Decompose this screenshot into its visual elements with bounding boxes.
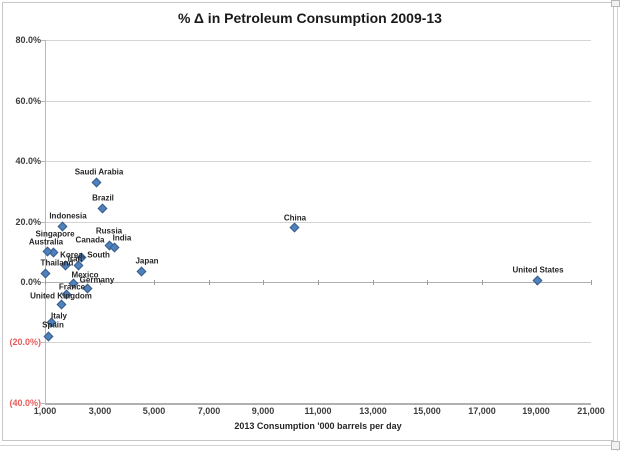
data-point-label: Korea, South: [60, 250, 110, 260]
scrollbar-corner-bottom: [611, 441, 620, 450]
data-point-label: India: [112, 233, 132, 243]
x-tick-label: 1,000: [33, 406, 57, 416]
x-tick-label: 3,000: [88, 406, 112, 416]
vertical-scrollbar-track[interactable]: [617, 0, 618, 451]
y-tick-label: (40.0%): [9, 398, 41, 408]
x-tick-mark: [591, 280, 592, 285]
y-tick-mark: [41, 282, 45, 283]
gridline-40: [45, 161, 591, 162]
data-point-label: Italy: [50, 311, 68, 321]
data-point-label: Japan: [135, 256, 159, 266]
y-tick-mark: [41, 403, 45, 404]
data-point-label: Singapore: [35, 229, 75, 239]
x-tick-mark: [45, 280, 46, 285]
x-axis-title: 2013 Consumption '000 barrels per day: [234, 421, 402, 431]
y-tick-mark: [41, 342, 45, 343]
data-point-label: Mexico: [71, 270, 99, 280]
x-tick-label: 11,000: [304, 406, 332, 416]
data-point-label: Australia: [28, 237, 64, 247]
y-tick-label: 40.0%: [15, 156, 41, 166]
gridline-20: [45, 222, 591, 223]
y-tick-mark: [41, 222, 45, 223]
data-point-label: Saudi Arabia: [74, 167, 124, 177]
x-tick-mark: [263, 280, 264, 285]
data-point-label: Brazil: [92, 193, 114, 203]
x-tick-label: 9,000: [251, 406, 275, 416]
x-tick-label: 5,000: [142, 406, 166, 416]
data-point-label: Indonesia: [49, 211, 87, 221]
x-tick-mark: [318, 280, 319, 285]
data-point-label: Spain: [42, 320, 64, 330]
gridline--40: [45, 403, 591, 405]
y-tick-mark: [41, 101, 45, 102]
x-tick-mark: [100, 280, 101, 285]
data-point-label: Canada: [75, 235, 105, 245]
y-tick-mark: [41, 40, 45, 41]
y-tick-label: 0.0%: [20, 277, 41, 287]
data-point-label: Thailand: [40, 258, 74, 268]
x-tick-label: 17,000: [468, 406, 496, 416]
chart-frame[interactable]: [2, 2, 614, 441]
y-tick-label: 20.0%: [15, 217, 41, 227]
y-tick-label: 60.0%: [15, 96, 41, 106]
gridline--20: [45, 342, 591, 343]
data-point-label: United States: [512, 265, 564, 275]
x-tick-label: 19,000: [522, 406, 550, 416]
scrollbar-corner-top: [611, 0, 620, 7]
x-tick-mark: [427, 280, 428, 285]
data-point-label: China: [283, 213, 307, 223]
x-tick-mark: [482, 280, 483, 285]
x-tick-mark: [154, 280, 155, 285]
x-tick-mark: [209, 280, 210, 285]
horizontal-scrollbar-track[interactable]: [0, 445, 620, 446]
y-tick-mark: [41, 161, 45, 162]
gridline-60: [45, 101, 591, 102]
x-tick-label: 15,000: [413, 406, 441, 416]
y-axis-line: [45, 40, 46, 404]
x-tick-mark: [373, 280, 374, 285]
data-point-label: United Kingdom: [30, 291, 92, 301]
data-point-label: Iran: [67, 254, 83, 264]
data-point-label: Russia: [95, 226, 123, 236]
y-tick-label: (20.0%): [9, 337, 41, 347]
x-tick-label: 13,000: [359, 406, 387, 416]
data-point-label: France: [58, 282, 86, 292]
chart-title: % Δ in Petroleum Consumption 2009-13: [178, 10, 442, 26]
data-point-label: Germany: [79, 275, 115, 285]
x-tick-label: 21,000: [577, 406, 605, 416]
x-tick-label: 7,000: [197, 406, 221, 416]
gridline-80: [45, 40, 591, 41]
y-tick-label: 80.0%: [15, 35, 41, 45]
